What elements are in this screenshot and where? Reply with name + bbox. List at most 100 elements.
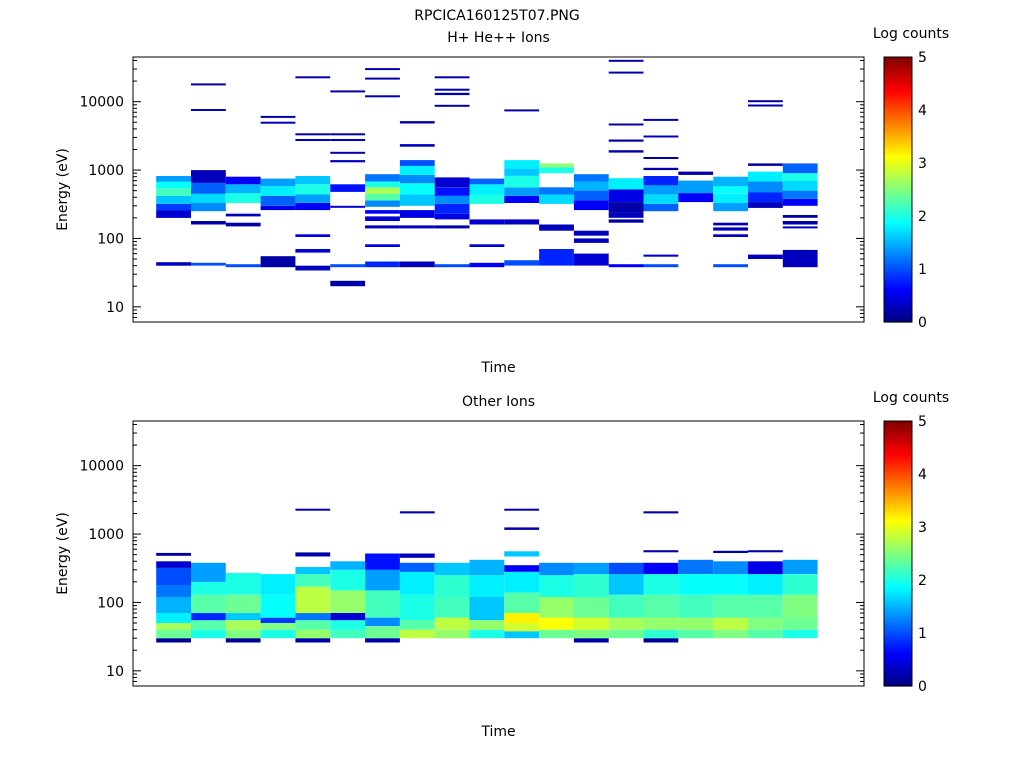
heatmap-cell	[748, 629, 783, 639]
heatmap-cell	[678, 171, 714, 175]
colorbar-tick-label: 5	[918, 414, 927, 430]
colorbar-swatch	[884, 192, 912, 196]
heatmap-cell	[469, 194, 505, 204]
colorbar-swatch	[884, 500, 912, 504]
heatmap-cell	[608, 617, 644, 630]
chart-panel: 07:0007:1007:2007:3007:4007:5008:0010100…	[55, 390, 949, 740]
colorbar-swatch	[884, 213, 912, 217]
heatmap-cell	[225, 620, 261, 630]
heatmap-cell	[399, 594, 435, 621]
colorbar-swatch	[884, 110, 912, 114]
heatmap-cell	[713, 193, 748, 203]
colorbar-swatch	[884, 595, 912, 600]
heatmap-cell	[608, 71, 644, 74]
heatmap-cell	[573, 574, 609, 598]
colorbar-swatch	[884, 136, 912, 140]
colorbar-swatch	[884, 261, 912, 265]
colorbar-swatch	[884, 316, 912, 320]
heatmap-cell	[643, 511, 679, 514]
colorbar-swatch	[884, 582, 912, 586]
colorbar-swatch	[884, 163, 912, 167]
colorbar-swatch	[884, 139, 912, 143]
heatmap-cell	[156, 176, 191, 182]
figure-title: RPCICA160125T07.PNG	[414, 8, 579, 24]
heatmap-cell	[573, 629, 609, 639]
colorbar-swatch	[884, 455, 912, 459]
heatmap-cell	[504, 565, 540, 572]
heatmap-cell	[156, 210, 191, 218]
colorbar-swatch	[884, 423, 912, 427]
heatmap-cell	[225, 176, 261, 185]
colorbar-swatch	[884, 487, 912, 491]
colorbar-swatch	[884, 64, 912, 69]
heatmap-cell	[330, 160, 366, 163]
colorbar-swatch	[884, 88, 912, 93]
heatmap-cell	[399, 629, 435, 639]
y-tick-label: 100	[97, 231, 124, 247]
heatmap-cell	[399, 620, 435, 630]
heatmap-cell	[399, 144, 435, 147]
colorbar-swatch	[884, 115, 912, 119]
heatmap-cell	[748, 181, 783, 193]
colorbar-swatch	[884, 458, 912, 462]
colorbar-swatch	[884, 447, 912, 451]
colorbar-swatch	[884, 625, 912, 629]
heatmap-cell	[469, 575, 505, 597]
colorbar-tick-label: 4	[918, 103, 927, 119]
colorbar-swatch	[884, 253, 912, 257]
colorbar-swatch	[884, 553, 912, 557]
heatmap-cell	[191, 562, 226, 582]
colorbar-swatch	[884, 505, 912, 510]
heatmap-cell	[678, 193, 714, 203]
colorbar-swatch	[884, 102, 912, 106]
heatmap-cell	[365, 553, 400, 570]
y-tick-label: 10	[106, 300, 124, 316]
colorbar-swatch	[884, 141, 912, 146]
heatmap-cell	[678, 594, 714, 618]
heatmap-cell	[643, 135, 679, 138]
chart-panel: 07:0007:1007:2007:3007:4007:5008:0010100…	[55, 26, 949, 376]
heatmap-cell	[573, 230, 609, 236]
heatmap-cell	[191, 170, 226, 183]
heatmap-cell	[399, 160, 435, 166]
colorbar-swatch	[884, 474, 912, 478]
colorbar-swatch	[884, 603, 912, 608]
heatmap-cell	[573, 190, 609, 201]
colorbar-swatch	[884, 314, 912, 318]
heatmap-cell	[260, 195, 296, 206]
heatmap-cell	[191, 193, 226, 203]
colorbar-swatch	[884, 181, 912, 185]
colorbar-swatch	[884, 516, 912, 520]
heatmap-cell	[573, 238, 609, 243]
colorbar-swatch	[884, 165, 912, 169]
colorbar-swatch	[884, 133, 912, 138]
heatmap-cell	[678, 629, 714, 639]
heatmap-cell	[504, 592, 540, 613]
heatmap-cell	[365, 590, 400, 618]
heatmap-cell	[295, 265, 331, 271]
colorbar-swatch	[884, 59, 912, 63]
colorbar-swatch	[884, 519, 912, 523]
heatmap-cell	[399, 261, 435, 268]
colorbar-swatch	[884, 497, 912, 502]
heatmap-cell	[295, 629, 331, 639]
colorbar-swatch	[884, 197, 912, 201]
colorbar-swatch	[884, 672, 912, 676]
heatmap-cell	[295, 574, 331, 587]
colorbar-swatch	[884, 617, 912, 621]
panel-title: Other Ions	[462, 394, 535, 410]
heatmap-cell	[782, 163, 818, 174]
heatmap-cell	[365, 244, 400, 247]
heatmap-cell	[399, 511, 435, 514]
heatmap-cell	[643, 550, 679, 553]
colorbar-swatch	[884, 94, 912, 98]
heatmap-cell	[539, 575, 574, 597]
colorbar-swatch	[884, 476, 912, 480]
heatmap-cell	[156, 262, 191, 266]
colorbar-swatch	[884, 659, 912, 663]
heatmap-cell	[365, 181, 400, 188]
heatmap-cell	[643, 194, 679, 204]
heatmap-cell	[469, 184, 505, 195]
heatmap-cell	[399, 165, 435, 175]
